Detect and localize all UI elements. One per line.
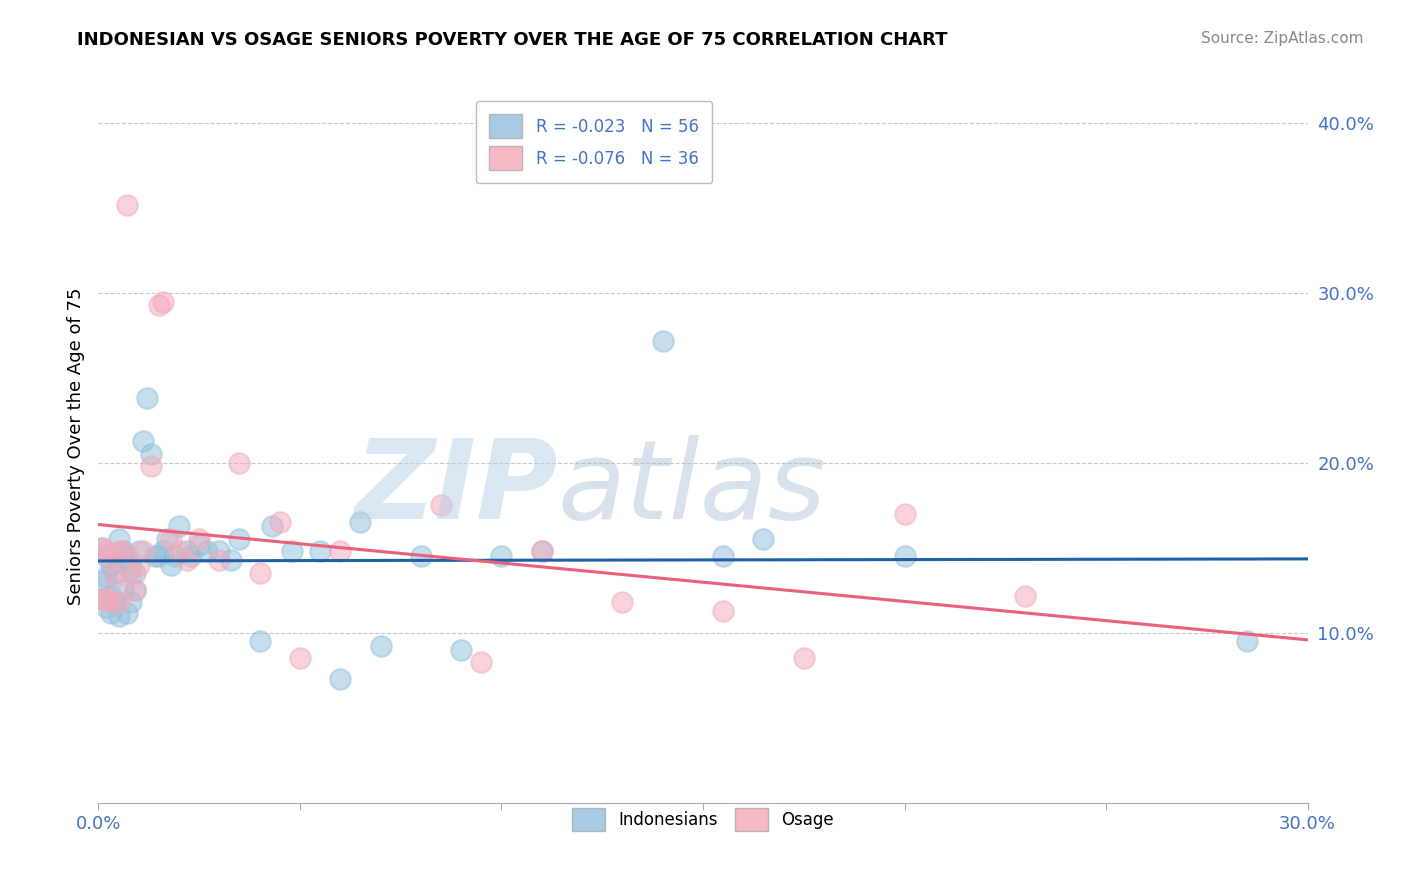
Point	[91, 591, 114, 606]
Point	[167, 519, 190, 533]
Point	[120, 566, 142, 581]
Point	[96, 600, 118, 615]
Point	[221, 553, 243, 567]
Point	[893, 549, 915, 564]
Point	[711, 549, 734, 564]
Point	[148, 549, 170, 564]
Point	[430, 499, 453, 513]
Point	[107, 555, 129, 569]
Point	[100, 558, 122, 572]
Point	[124, 566, 146, 581]
Point	[111, 544, 134, 558]
Point	[107, 595, 129, 609]
Point	[100, 606, 122, 620]
Point	[329, 544, 352, 558]
Point	[96, 591, 118, 606]
Point	[132, 544, 155, 558]
Point	[91, 574, 114, 589]
Point	[111, 583, 134, 598]
Point	[124, 583, 146, 598]
Point	[160, 558, 183, 572]
Point	[115, 198, 138, 212]
Point	[115, 549, 138, 564]
Point	[135, 392, 157, 406]
Point	[100, 553, 122, 567]
Point	[176, 544, 198, 558]
Point	[139, 459, 162, 474]
Point	[228, 456, 250, 470]
Point	[111, 544, 134, 558]
Text: Source: ZipAtlas.com: Source: ZipAtlas.com	[1201, 31, 1364, 46]
Point	[91, 591, 114, 606]
Point	[107, 608, 129, 623]
Point	[249, 634, 271, 648]
Point	[107, 533, 129, 547]
Point	[107, 544, 129, 558]
Point	[249, 566, 271, 581]
Point	[612, 595, 634, 609]
Point	[167, 544, 190, 558]
Point	[100, 595, 122, 609]
Point	[148, 298, 170, 312]
Legend: Indonesians, Osage: Indonesians, Osage	[558, 794, 848, 845]
Point	[208, 553, 231, 567]
Point	[491, 549, 513, 564]
Point	[370, 640, 392, 654]
Point	[91, 541, 114, 555]
Point	[309, 544, 332, 558]
Point	[450, 643, 472, 657]
Point	[120, 561, 142, 575]
Point	[530, 544, 553, 558]
Point	[100, 589, 122, 603]
Point	[152, 544, 174, 558]
Point	[269, 516, 291, 530]
Point	[470, 655, 492, 669]
Point	[793, 651, 815, 665]
Y-axis label: Seniors Poverty Over the Age of 75: Seniors Poverty Over the Age of 75	[66, 287, 84, 605]
Point	[893, 507, 915, 521]
Point	[228, 533, 250, 547]
Point	[188, 533, 211, 547]
Point	[128, 544, 150, 558]
Point	[91, 541, 114, 555]
Point	[103, 570, 125, 584]
Text: atlas: atlas	[558, 435, 827, 542]
Point	[530, 544, 553, 558]
Point	[143, 549, 166, 564]
Text: INDONESIAN VS OSAGE SENIORS POVERTY OVER THE AGE OF 75 CORRELATION CHART: INDONESIAN VS OSAGE SENIORS POVERTY OVER…	[77, 31, 948, 49]
Point	[752, 533, 775, 547]
Point	[103, 595, 125, 609]
Point	[128, 558, 150, 572]
Point	[195, 544, 218, 558]
Point	[96, 544, 118, 558]
Point	[1236, 634, 1258, 648]
Text: ZIP: ZIP	[354, 435, 558, 542]
Point	[152, 294, 174, 309]
Point	[711, 604, 734, 618]
Point	[1014, 589, 1036, 603]
Point	[156, 533, 179, 547]
Point	[124, 583, 146, 598]
Point	[329, 672, 352, 686]
Point	[96, 570, 118, 584]
Point	[103, 566, 125, 581]
Point	[409, 549, 432, 564]
Point	[163, 549, 186, 564]
Point	[180, 549, 202, 564]
Point	[188, 537, 211, 551]
Point	[260, 519, 283, 533]
Point	[160, 533, 183, 547]
Point	[120, 595, 142, 609]
Point	[288, 651, 311, 665]
Point	[115, 606, 138, 620]
Point	[208, 544, 231, 558]
Point	[281, 544, 304, 558]
Point	[139, 448, 162, 462]
Point	[132, 434, 155, 448]
Point	[651, 334, 673, 348]
Point	[176, 553, 198, 567]
Point	[96, 549, 118, 564]
Point	[349, 516, 371, 530]
